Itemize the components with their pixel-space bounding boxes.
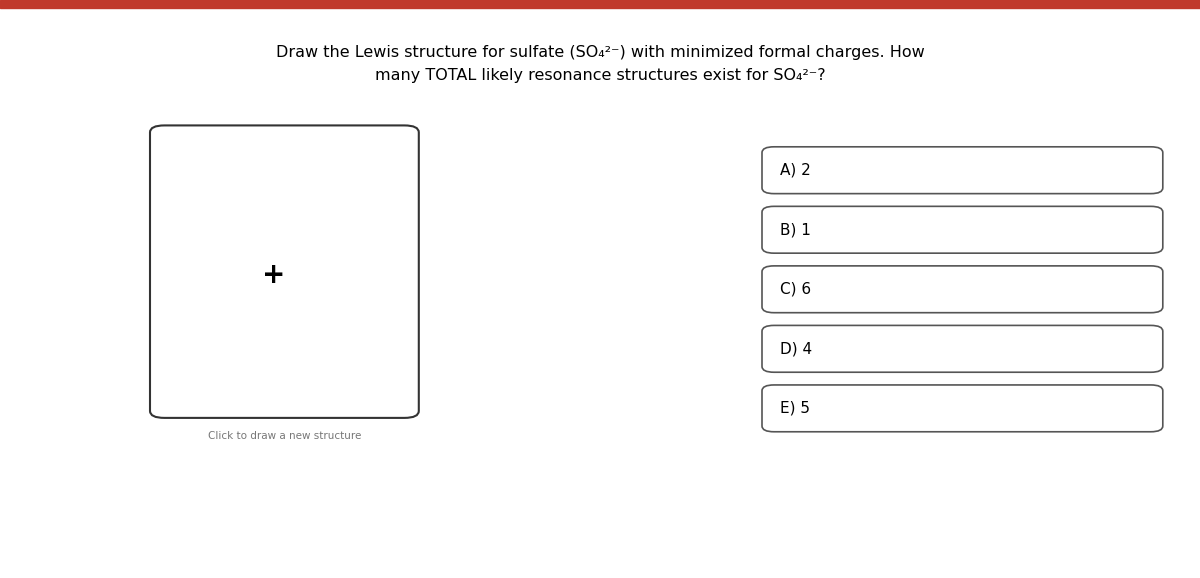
Text: B) 1: B) 1	[780, 223, 811, 237]
FancyBboxPatch shape	[762, 266, 1163, 313]
FancyBboxPatch shape	[762, 206, 1163, 253]
FancyBboxPatch shape	[150, 125, 419, 418]
FancyBboxPatch shape	[762, 385, 1163, 432]
Text: A) 2: A) 2	[780, 163, 811, 177]
FancyBboxPatch shape	[762, 325, 1163, 372]
Text: +: +	[262, 261, 286, 288]
Text: Click to draw a new structure: Click to draw a new structure	[208, 431, 361, 442]
Bar	[0, 0, 1200, 8]
Text: Draw the Lewis structure for sulfate (SO₄²⁻) with minimized formal charges. How: Draw the Lewis structure for sulfate (SO…	[276, 45, 924, 60]
Text: E) 5: E) 5	[780, 401, 810, 416]
Text: many TOTAL likely resonance structures exist for SO₄²⁻?: many TOTAL likely resonance structures e…	[374, 68, 826, 83]
Text: D) 4: D) 4	[780, 342, 812, 356]
FancyBboxPatch shape	[762, 147, 1163, 194]
Text: C) 6: C) 6	[780, 282, 811, 297]
